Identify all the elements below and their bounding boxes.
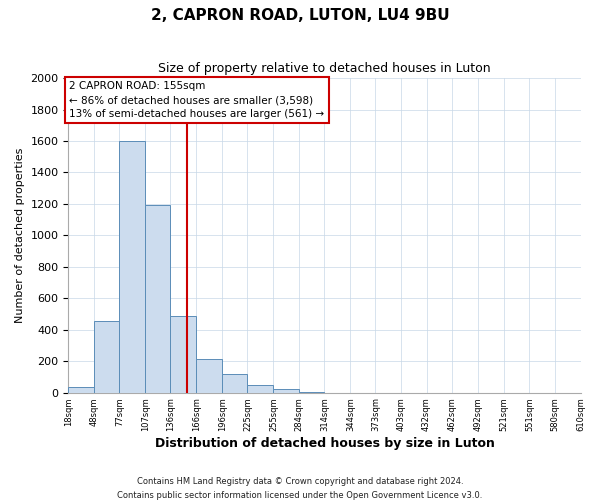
Text: 2 CAPRON ROAD: 155sqm
← 86% of detached houses are smaller (3,598)
13% of semi-d: 2 CAPRON ROAD: 155sqm ← 86% of detached … <box>69 81 325 119</box>
Bar <box>94 321 119 392</box>
Bar <box>196 359 223 392</box>
Bar <box>274 390 299 392</box>
Bar <box>119 141 145 393</box>
Bar <box>68 387 94 392</box>
X-axis label: Distribution of detached houses by size in Luton: Distribution of detached houses by size … <box>155 437 494 450</box>
Title: Size of property relative to detached houses in Luton: Size of property relative to detached ho… <box>158 62 491 76</box>
Bar <box>170 316 196 392</box>
Bar <box>145 204 170 392</box>
Text: Contains HM Land Registry data © Crown copyright and database right 2024.
Contai: Contains HM Land Registry data © Crown c… <box>118 478 482 500</box>
Text: 2, CAPRON ROAD, LUTON, LU4 9BU: 2, CAPRON ROAD, LUTON, LU4 9BU <box>151 8 449 22</box>
Y-axis label: Number of detached properties: Number of detached properties <box>15 148 25 323</box>
Bar <box>247 384 274 392</box>
Bar <box>223 374 247 392</box>
